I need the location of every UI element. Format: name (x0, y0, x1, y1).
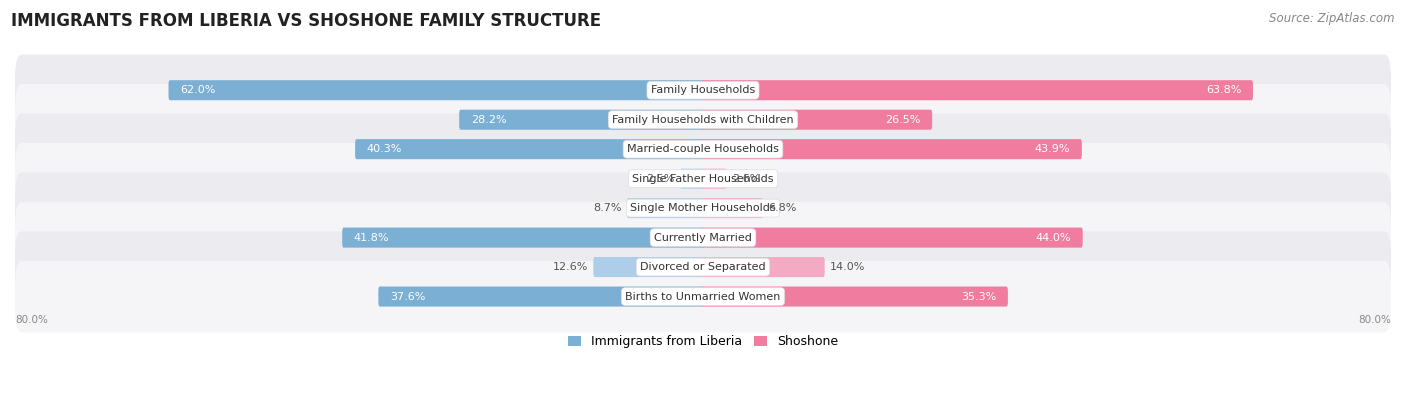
Text: 2.5%: 2.5% (647, 174, 675, 184)
FancyBboxPatch shape (460, 110, 704, 130)
Text: 80.0%: 80.0% (1358, 315, 1391, 325)
FancyBboxPatch shape (378, 286, 704, 307)
Text: 28.2%: 28.2% (471, 115, 506, 125)
FancyBboxPatch shape (702, 257, 825, 277)
FancyBboxPatch shape (15, 113, 1391, 185)
FancyBboxPatch shape (702, 228, 1083, 248)
Text: 35.3%: 35.3% (962, 292, 997, 301)
FancyBboxPatch shape (15, 143, 1391, 214)
FancyBboxPatch shape (15, 202, 1391, 273)
FancyBboxPatch shape (702, 110, 932, 130)
Text: 62.0%: 62.0% (180, 85, 215, 95)
FancyBboxPatch shape (342, 228, 704, 248)
Text: 12.6%: 12.6% (553, 262, 588, 272)
Text: 40.3%: 40.3% (367, 144, 402, 154)
FancyBboxPatch shape (15, 231, 1391, 303)
Text: 37.6%: 37.6% (389, 292, 426, 301)
Text: Married-couple Households: Married-couple Households (627, 144, 779, 154)
Text: 6.8%: 6.8% (768, 203, 797, 213)
Text: Single Father Households: Single Father Households (633, 174, 773, 184)
FancyBboxPatch shape (702, 286, 1008, 307)
FancyBboxPatch shape (15, 261, 1391, 332)
FancyBboxPatch shape (356, 139, 704, 159)
FancyBboxPatch shape (15, 84, 1391, 155)
Text: 26.5%: 26.5% (886, 115, 921, 125)
FancyBboxPatch shape (15, 173, 1391, 244)
FancyBboxPatch shape (702, 80, 1253, 100)
Text: 41.8%: 41.8% (354, 233, 389, 243)
Text: Currently Married: Currently Married (654, 233, 752, 243)
Legend: Immigrants from Liberia, Shoshone: Immigrants from Liberia, Shoshone (564, 331, 842, 354)
FancyBboxPatch shape (169, 80, 704, 100)
Text: 14.0%: 14.0% (831, 262, 866, 272)
FancyBboxPatch shape (15, 55, 1391, 126)
Text: 2.6%: 2.6% (733, 174, 761, 184)
Text: Single Mother Households: Single Mother Households (630, 203, 776, 213)
Text: Family Households: Family Households (651, 85, 755, 95)
Text: 80.0%: 80.0% (15, 315, 48, 325)
Text: 44.0%: 44.0% (1036, 233, 1071, 243)
Text: 63.8%: 63.8% (1206, 85, 1241, 95)
Text: Divorced or Separated: Divorced or Separated (640, 262, 766, 272)
Text: Births to Unmarried Women: Births to Unmarried Women (626, 292, 780, 301)
FancyBboxPatch shape (627, 198, 704, 218)
FancyBboxPatch shape (702, 139, 1081, 159)
Text: IMMIGRANTS FROM LIBERIA VS SHOSHONE FAMILY STRUCTURE: IMMIGRANTS FROM LIBERIA VS SHOSHONE FAMI… (11, 12, 602, 30)
FancyBboxPatch shape (702, 169, 727, 189)
Text: 8.7%: 8.7% (593, 203, 621, 213)
FancyBboxPatch shape (681, 169, 704, 189)
Text: 43.9%: 43.9% (1035, 144, 1070, 154)
FancyBboxPatch shape (593, 257, 704, 277)
Text: Family Households with Children: Family Households with Children (612, 115, 794, 125)
FancyBboxPatch shape (702, 198, 763, 218)
Text: Source: ZipAtlas.com: Source: ZipAtlas.com (1270, 12, 1395, 25)
